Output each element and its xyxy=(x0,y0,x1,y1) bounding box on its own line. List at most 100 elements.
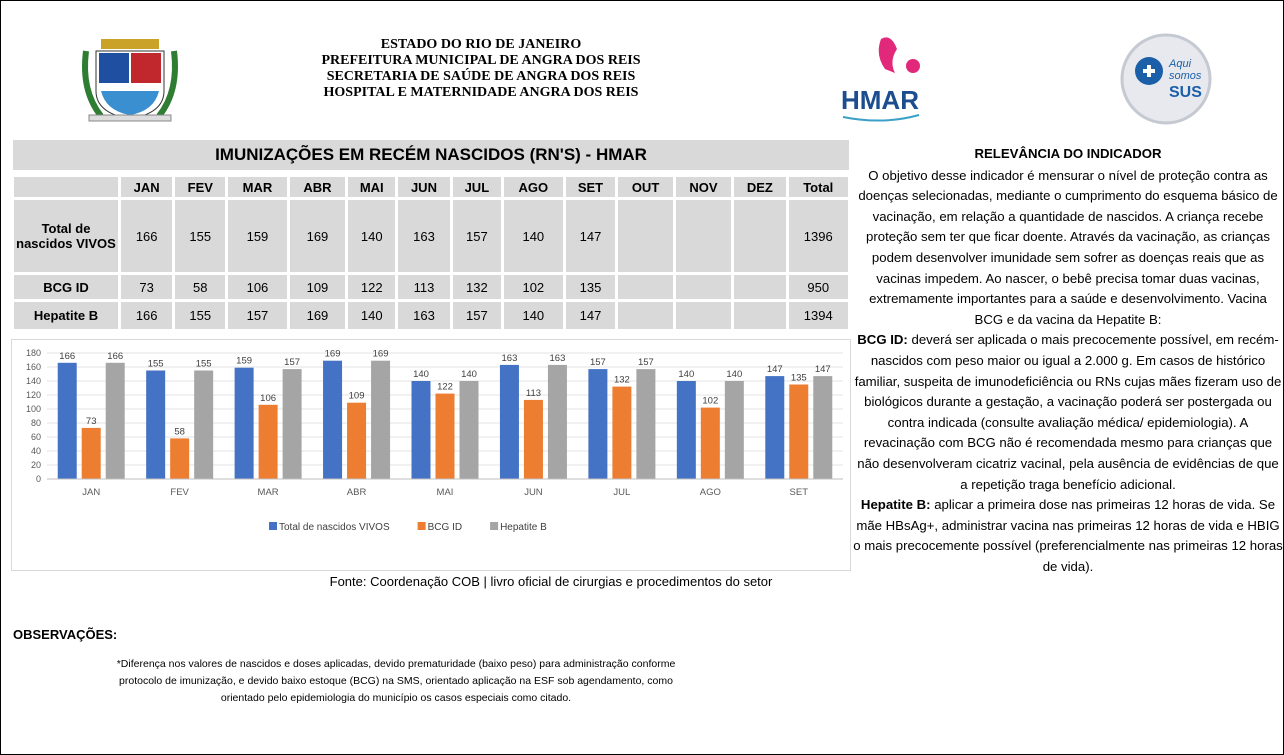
source: Fonte: Coordenação COB | livro oficial d… xyxy=(329,574,773,589)
value-label: 109 xyxy=(349,391,365,402)
y-tick-label: 40 xyxy=(31,446,41,456)
y-tick-label: 120 xyxy=(26,390,41,400)
table-cell: 140 xyxy=(504,200,563,272)
legend-swatch xyxy=(417,522,426,530)
value-label: 159 xyxy=(236,356,252,367)
coat-of-arms xyxy=(82,39,178,122)
total-cell: 1396 xyxy=(788,200,848,272)
row-label: Hepatite B xyxy=(14,302,118,329)
legend-label: Total de nascidos VIVOS xyxy=(279,522,390,533)
sus-logo: Aqui somos SUS xyxy=(1120,33,1212,125)
value-label: 102 xyxy=(702,396,718,407)
sus-text: SUS xyxy=(1169,84,1202,101)
relevance-text: aplicar a primeira dose nas primeiras 12… xyxy=(853,497,1283,574)
bar xyxy=(282,369,302,479)
table-cell: 132 xyxy=(452,275,502,299)
table-cell xyxy=(618,302,673,329)
relevance-label: BCG ID: xyxy=(857,332,908,348)
table-cell: 157 xyxy=(452,200,502,272)
relevance-item: BCG ID: deverá ser aplicada o mais preco… xyxy=(853,330,1283,495)
column-header: Total xyxy=(788,177,848,197)
value-label: 169 xyxy=(373,349,389,360)
bar xyxy=(411,381,431,479)
row-label: BCG ID xyxy=(14,275,118,299)
bar xyxy=(81,427,101,479)
logos: HMAR Aqui somos SUS xyxy=(82,33,1212,125)
column-header: JAN xyxy=(121,177,173,197)
value-label: 157 xyxy=(284,357,300,368)
observation-line: *Diferença nos valores de nascidos e dos… xyxy=(116,658,676,670)
header-line: SECRETARIA DE SAÚDE DE ANGRA DOS REIS xyxy=(326,69,636,84)
value-label: 163 xyxy=(550,353,566,364)
table-cell: 159 xyxy=(228,200,287,272)
value-label: 155 xyxy=(196,359,212,370)
bar xyxy=(194,370,214,479)
table-cell xyxy=(734,275,786,299)
title: IMUNIZAÇÕES EM RECÉM NASCIDOS (RN'S) - H… xyxy=(13,140,849,170)
value-label: 163 xyxy=(502,353,518,364)
column-header: JUL xyxy=(452,177,502,197)
bar xyxy=(813,376,833,479)
bar xyxy=(789,384,809,479)
header: ESTADO DO RIO DE JANEIRO PREFEITURA MUNIC… xyxy=(231,37,731,101)
table-cell xyxy=(675,275,732,299)
x-tick-label: JUN xyxy=(524,487,543,498)
bar xyxy=(57,362,77,479)
sus-text: Aqui xyxy=(1168,58,1192,70)
value-label: 140 xyxy=(726,369,742,380)
table: JAN FEV MAR ABR MAI JUN JUL AGO SET OUT NOV DEZ Tota… xyxy=(11,174,851,332)
table-cell: 169 xyxy=(289,200,346,272)
table-cell: 163 xyxy=(398,302,450,329)
table-cell: 122 xyxy=(348,275,396,299)
bar xyxy=(523,399,543,479)
value-label: 147 xyxy=(767,364,783,375)
table-cell: 157 xyxy=(228,302,287,329)
value-label: 140 xyxy=(461,369,477,380)
relevance-text: deverá ser aplicada o mais precocemente … xyxy=(854,332,1282,492)
chart: 0 20 40 60 80 100 120 140 160 180 JAN 166 73 166 FEV 15… xyxy=(11,339,851,571)
value-label: 113 xyxy=(526,388,541,399)
table-cell: 163 xyxy=(398,200,450,272)
x-tick-label: AGO xyxy=(700,487,721,498)
table-cell xyxy=(618,200,673,272)
bar xyxy=(258,404,278,479)
value-label: 140 xyxy=(413,369,429,380)
y-tick-label: 20 xyxy=(31,460,41,470)
chart-frame xyxy=(11,339,851,571)
value-label: 155 xyxy=(148,359,164,370)
sus-text: somos xyxy=(1169,70,1202,82)
legend-swatch xyxy=(490,522,499,530)
x-tick-label: MAR xyxy=(258,487,279,498)
legend-label: Hepatite B xyxy=(500,522,547,533)
table-cell xyxy=(734,200,786,272)
column-header: OUT xyxy=(618,177,673,197)
table-cell: 140 xyxy=(504,302,563,329)
bar xyxy=(234,367,254,479)
bar xyxy=(700,407,720,479)
table-cell: 140 xyxy=(348,302,396,329)
table-cell: 166 xyxy=(121,302,173,329)
table-row: BCG ID 73 58 106 109 122 113 132 102 135 950 xyxy=(14,275,848,299)
bar xyxy=(459,381,479,479)
legend-swatch xyxy=(269,522,277,530)
value-label: 166 xyxy=(59,351,75,362)
value-label: 166 xyxy=(107,351,123,362)
value-label: 157 xyxy=(590,357,606,368)
observations: *Diferença nos valores de nascidos e dos… xyxy=(11,656,781,707)
y-tick-label: 180 xyxy=(26,348,41,358)
total-cell: 950 xyxy=(788,275,848,299)
bar xyxy=(676,381,696,479)
value-label: 140 xyxy=(678,369,694,380)
table-cell: 135 xyxy=(565,275,616,299)
column-header: MAR xyxy=(228,177,287,197)
table-cell: 106 xyxy=(228,275,287,299)
relevance-items: BCG ID: deverá ser aplicada o mais preco… xyxy=(853,330,1283,577)
value-label: 157 xyxy=(638,357,654,368)
observations-title: OBSERVAÇÕES: xyxy=(13,627,118,642)
bar xyxy=(435,393,455,479)
row-label: Total de nascidos VIVOS xyxy=(14,200,118,272)
value-label: 73 xyxy=(86,416,97,427)
bar xyxy=(765,376,785,479)
column-header: JUN xyxy=(398,177,450,197)
value-label: 58 xyxy=(174,426,185,437)
